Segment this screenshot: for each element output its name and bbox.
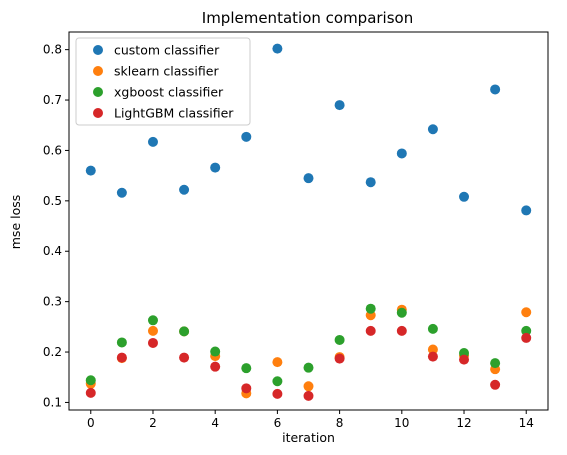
data-point xyxy=(241,131,252,142)
data-point xyxy=(303,173,314,184)
x-tick-label: 0 xyxy=(87,416,95,430)
data-point xyxy=(427,344,438,355)
y-tick-label: 0.1 xyxy=(43,395,62,409)
legend-label: sklearn classifier xyxy=(114,64,219,79)
data-point xyxy=(521,332,532,343)
series-4 xyxy=(85,325,532,401)
y-tick-label: 0.7 xyxy=(43,93,62,107)
data-point xyxy=(272,43,283,54)
data-point xyxy=(521,205,532,216)
data-point xyxy=(303,362,314,373)
data-point xyxy=(303,381,314,392)
data-point xyxy=(459,191,470,202)
x-tick-label: 6 xyxy=(274,416,282,430)
data-point xyxy=(116,187,127,198)
data-point xyxy=(427,351,438,362)
legend-marker xyxy=(93,87,103,97)
data-point xyxy=(85,387,96,398)
data-point xyxy=(365,177,376,188)
data-point xyxy=(272,357,283,368)
data-point xyxy=(490,84,501,95)
data-point xyxy=(85,165,96,176)
x-tick-label: 10 xyxy=(394,416,409,430)
legend-box xyxy=(75,37,251,126)
chart-title: Implementation comparison xyxy=(202,9,413,27)
series-3 xyxy=(85,303,532,387)
legend-label: LightGBM classifier xyxy=(114,106,234,121)
data-point xyxy=(396,307,407,318)
data-point xyxy=(210,346,221,357)
data-point xyxy=(521,307,532,318)
data-point xyxy=(85,375,96,386)
legend-label: xgboost classifier xyxy=(114,85,224,100)
data-point xyxy=(116,337,127,348)
x-axis-label: iteration xyxy=(282,430,335,445)
x-axis: 0 2 4 6 8 10 12 14 xyxy=(87,410,534,430)
data-point xyxy=(427,323,438,334)
data-point xyxy=(116,352,127,363)
data-point xyxy=(334,100,345,111)
y-tick-label: 0.6 xyxy=(43,143,62,157)
data-point xyxy=(459,354,470,365)
data-point xyxy=(490,358,501,369)
data-point xyxy=(147,315,158,326)
data-point xyxy=(396,325,407,336)
legend-label: custom classifier xyxy=(114,43,220,58)
y-tick-label: 0.2 xyxy=(43,345,62,359)
data-point xyxy=(179,326,190,337)
y-axis-label: mse loss xyxy=(8,195,23,250)
data-point xyxy=(241,363,252,374)
data-point xyxy=(147,136,158,147)
data-point xyxy=(396,148,407,159)
series-1 xyxy=(85,43,532,216)
plot-frame xyxy=(68,31,549,411)
y-tick-label: 0.8 xyxy=(43,43,62,57)
data-point xyxy=(427,124,438,135)
legend-marker xyxy=(93,108,103,118)
data-point xyxy=(147,337,158,348)
data-point xyxy=(210,162,221,173)
legend: custom classifier sklearn classifier xgboo… xyxy=(75,37,251,126)
data-point xyxy=(365,325,376,336)
legend-marker xyxy=(93,66,103,76)
data-point xyxy=(272,388,283,399)
y-tick-label: 0.3 xyxy=(43,295,62,309)
data-point xyxy=(241,383,252,394)
data-point xyxy=(147,325,158,336)
x-tick-label: 2 xyxy=(149,416,157,430)
legend-marker xyxy=(93,45,103,55)
data-point xyxy=(303,390,314,401)
y-axis: 0.1 0.2 0.3 0.4 0.5 0.6 0.7 0.8 xyxy=(43,43,69,409)
x-tick-label: 4 xyxy=(211,416,219,430)
data-point xyxy=(334,353,345,364)
data-point xyxy=(334,334,345,345)
x-tick-label: 8 xyxy=(336,416,344,430)
data-point xyxy=(179,352,190,363)
data-point xyxy=(490,379,501,390)
marks-layer xyxy=(85,43,532,401)
data-point xyxy=(272,376,283,387)
data-point xyxy=(210,361,221,372)
data-point xyxy=(521,325,532,336)
x-tick-label: 12 xyxy=(456,416,471,430)
data-point xyxy=(365,303,376,314)
data-point xyxy=(179,184,190,195)
x-tick-label: 14 xyxy=(519,416,534,430)
y-tick-label: 0.4 xyxy=(43,244,62,258)
y-tick-label: 0.5 xyxy=(43,194,62,208)
